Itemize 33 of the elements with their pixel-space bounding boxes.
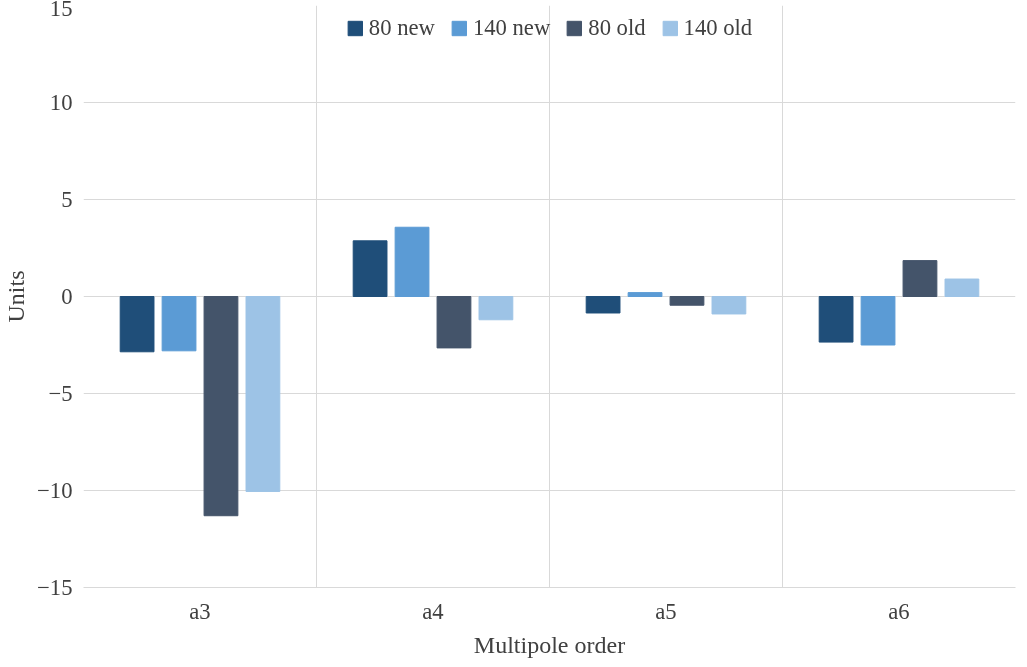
bar: [161, 296, 197, 352]
bar: [478, 296, 514, 321]
bar: [352, 240, 388, 297]
legend-label: 80 old: [588, 15, 646, 41]
x-tick-label: a3: [189, 598, 211, 624]
y-tick-label: 10: [49, 90, 73, 115]
y-tick-label: 5: [61, 187, 73, 212]
y-tick-label: 0: [61, 284, 73, 309]
bar: [203, 296, 239, 517]
bar: [711, 296, 747, 315]
x-tick-label: a4: [422, 598, 444, 624]
x-axis-title: Multipole order: [473, 631, 626, 658]
bar: [627, 292, 663, 297]
bar: [119, 296, 155, 353]
x-tick-label: a6: [888, 598, 910, 624]
bar: [944, 278, 980, 297]
bar: [860, 296, 896, 346]
bar: [245, 296, 281, 492]
bar: [585, 296, 621, 314]
legend-label: 80 new: [368, 15, 435, 41]
y-axis-title: Units: [3, 270, 30, 323]
bar: [902, 260, 938, 297]
bar: [669, 296, 705, 306]
bar: [818, 296, 854, 343]
bar: [394, 226, 430, 297]
legend-label: 140 old: [683, 15, 753, 41]
bar: [436, 296, 472, 349]
y-tick-label: 15: [49, 0, 73, 21]
legend-label: 140 new: [472, 15, 551, 41]
y-tick-label: −5: [48, 381, 73, 406]
y-tick-label: −10: [37, 478, 73, 503]
y-tick-label: −15: [37, 575, 73, 600]
x-tick-label: a5: [655, 598, 677, 624]
